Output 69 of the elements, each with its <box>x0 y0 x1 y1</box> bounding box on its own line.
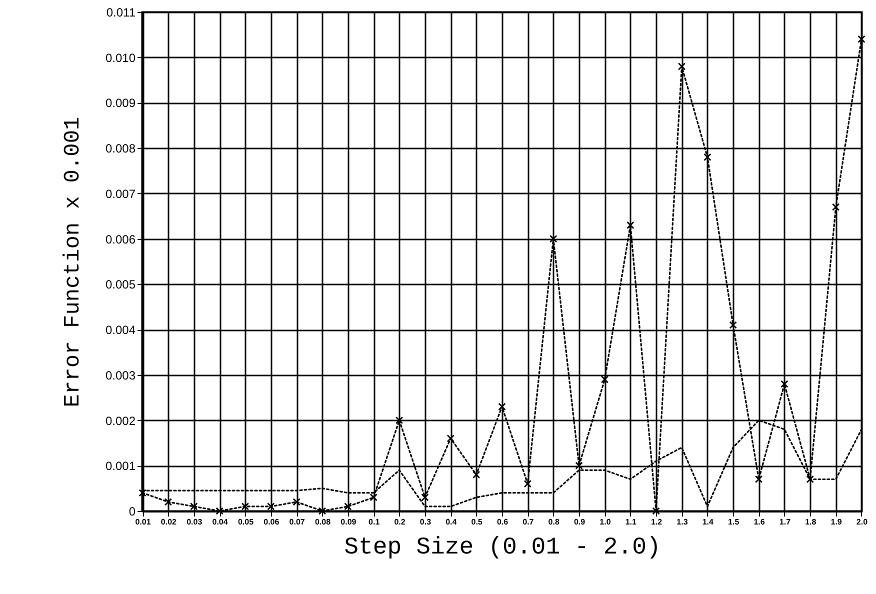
point <box>678 62 686 70</box>
y-tick-label: 0.009 <box>105 96 136 110</box>
y-tick-label: 0.007 <box>105 186 136 201</box>
y-tick-label: 0.010 <box>105 50 136 65</box>
x-tick-label: 1.0 <box>600 518 612 526</box>
point <box>446 434 455 442</box>
x-tick-label: 1.3 <box>676 518 688 526</box>
y-tick-label: 0.005 <box>105 278 136 292</box>
x-tick-label: 0.08 <box>314 518 332 526</box>
point <box>600 376 609 384</box>
y-tick-label: 0.008 <box>105 142 136 156</box>
point <box>704 153 712 162</box>
x-tick-label: 2.0 <box>856 518 868 526</box>
point <box>370 494 378 502</box>
x-tick-label: 0.4 <box>446 518 458 526</box>
y-tick-label: 0.002 <box>105 414 136 428</box>
x-tick-label: 0.03 <box>186 518 203 526</box>
x-tick-label: 0.02 <box>160 518 178 526</box>
x-tick-label: 1.6 <box>754 518 766 526</box>
x-tick-label: 0.5 <box>471 518 483 526</box>
point <box>472 470 480 479</box>
point <box>729 321 737 329</box>
point <box>858 35 866 44</box>
x-tick-label: 0.8 <box>548 518 560 526</box>
y-tick-label: 0.006 <box>105 232 136 246</box>
x-tick-label: 1.2 <box>651 518 663 526</box>
x-tick-label: 1.8 <box>805 518 817 526</box>
point <box>498 402 506 411</box>
x-tick-label: 1.9 <box>830 518 842 526</box>
x-tick-label: 0.09 <box>340 518 357 526</box>
point <box>292 498 300 506</box>
x-tick-label: 0.06 <box>264 518 280 526</box>
y-tick-label: 0.003 <box>105 368 136 382</box>
x-tick-label: 0.6 <box>496 518 509 526</box>
x-tick-label: 0.1 <box>368 518 380 526</box>
point <box>806 475 814 484</box>
point <box>267 502 275 510</box>
x-tick-label: 1.1 <box>625 518 637 526</box>
x-tick-label: 1.4 <box>702 518 714 526</box>
x-tick-label: 1.5 <box>728 518 740 526</box>
x-tick-label: 0.04 <box>212 518 228 526</box>
y-tick-label: 0.011 <box>106 6 136 20</box>
x-tick-label: 0.7 <box>522 518 534 526</box>
point <box>421 494 429 502</box>
x-axis-title: Step Size (0.01 - 2.0) <box>344 534 661 562</box>
point <box>754 475 763 484</box>
x-tick-label: 0.01 <box>135 518 152 526</box>
point <box>138 488 146 497</box>
point <box>344 502 352 510</box>
x-tick-label: 0.05 <box>238 518 254 526</box>
point <box>575 462 583 470</box>
y-tick-label: 0.004 <box>105 323 136 338</box>
point <box>164 498 172 506</box>
point <box>395 416 404 424</box>
y-axis-title: Error Function x 0.001 <box>60 116 86 408</box>
x-tick-label: 0.2 <box>394 518 406 526</box>
point <box>626 221 634 230</box>
point <box>190 502 198 510</box>
x-tick-label: 0.07 <box>289 518 306 526</box>
x-tick-label: 0.3 <box>420 518 432 526</box>
point <box>241 502 250 510</box>
point <box>780 380 788 388</box>
point <box>524 480 532 488</box>
x-tick-label: 1.7 <box>779 518 792 526</box>
y-tick-label: 0.001 <box>105 459 136 474</box>
point <box>832 203 840 211</box>
x-tick-label: 0.9 <box>574 518 586 526</box>
point <box>549 234 558 243</box>
y-tick-label: 0 <box>128 504 136 518</box>
